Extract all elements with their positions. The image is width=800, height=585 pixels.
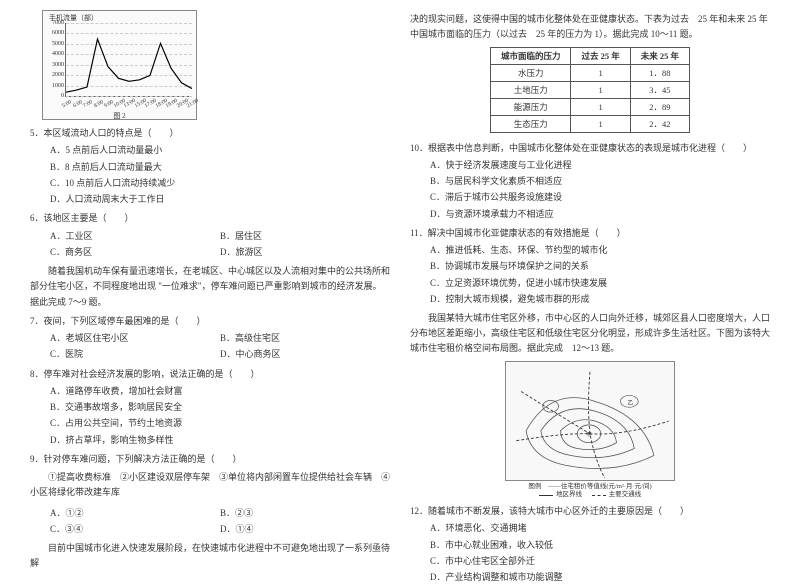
map-caption: 图例 ——住宅租价等值线(元/m²·月·元/间) 地区界线 主要交通线 — [410, 483, 770, 500]
q6-stem: 6．该地区主要是（ ） — [30, 211, 390, 225]
q12-stem: 12．随着城市不断发展，该特大城市中心区外迁的主要原因是（ ） — [410, 504, 770, 518]
rent-price-map: 甲 乙 — [505, 361, 675, 481]
q7-stem: 7．夜间，下列区域停车最困难的是（ ） — [30, 314, 390, 328]
q7-c: C．医院 — [50, 346, 220, 362]
q11-c: C．立足资源环境优势，促进小城市快速发展 — [430, 275, 770, 291]
svg-text:甲: 甲 — [586, 431, 592, 438]
q8-c: C．占用公共空间，节约土地资源 — [50, 415, 390, 431]
q12-c: C．市中心住宅区全部外迁 — [430, 553, 770, 569]
q11-opts: A．推进低耗、生态、环保、节约型的城市化 B．协调城市发展与环境保护之间的关系 … — [430, 242, 770, 307]
legend-solid: 地区界线 — [539, 491, 582, 499]
table-row: 生态压力12．42 — [490, 115, 689, 132]
th-1: 过去 25 年 — [571, 47, 630, 64]
q11-stem: 11．解决中国城市化亚健康状态的有效措施是（ ） — [410, 226, 770, 240]
table-row-head: 城市面临的压力 过去 25 年 未来 25 年 — [490, 47, 689, 64]
th-2: 未来 25 年 — [630, 47, 689, 64]
q5-a: A．5 点前后人口流动量最小 — [50, 142, 390, 158]
q12-a: A．环境恶化、交通拥堵 — [430, 520, 770, 536]
q9-d: D．①④ — [220, 521, 390, 537]
table-row: 能源压力12．89 — [490, 98, 689, 115]
q8-opts: A．道路停车收费，增加社会财富 B．交通事故增多，影响居民安全 C．占用公共空间… — [50, 383, 390, 448]
q7-a: A．老城区住宅小区 — [50, 330, 220, 346]
q8-d: D．挤占草坪，影响生物多样性 — [50, 432, 390, 448]
pressure-table: 城市面临的压力 过去 25 年 未来 25 年 水压力11．88 土地压力13．… — [490, 47, 690, 133]
q5-stem: 5．本区域流动人口的特点是（ ） — [30, 126, 390, 140]
q8-a: A．道路停车收费，增加社会财富 — [50, 383, 390, 399]
q9-c: C．③④ — [50, 521, 220, 537]
left-column: 手机流量（部） 700060005000400030002000100005:0… — [20, 8, 400, 558]
q7-opts: A．老城区住宅小区 B．高级住宅区 C．医院 D．中心商务区 — [50, 330, 390, 362]
q8-stem: 8．停车难对社会经济发展的影响，说法正确的是（ ） — [30, 367, 390, 381]
passage-1: 随着我国机动车保有量迅速增长，在老城区、中心城区以及人流相对集中的公共场所和部分… — [30, 264, 390, 310]
q12-d: D．产业结构调整和城市功能调整 — [430, 569, 770, 585]
q10-d: D．与资源环境承载力不相适应 — [430, 206, 770, 222]
q5-d: D．人口流动周末大于工作日 — [50, 191, 390, 207]
passage-2b: 决的现实问题，这使得中国的城市化整体处在亚健康状态。下表为过去 25 年和未来 … — [410, 12, 770, 43]
chart-plot-area: 700060005000400030002000100005:006:007:0… — [65, 23, 192, 97]
svg-text:乙: 乙 — [627, 399, 633, 406]
q5-b: B．8 点前后人口流动量最大 — [50, 159, 390, 175]
q9-opts: A．①② B．②③ C．③④ D．①④ — [50, 505, 390, 537]
q7-b: B．高级住宅区 — [220, 330, 390, 346]
q7-d: D．中心商务区 — [220, 346, 390, 362]
table-row: 水压力11．88 — [490, 64, 689, 81]
q6-b: B．居住区 — [220, 228, 390, 244]
legend-dash: 主要交通线 — [592, 491, 642, 499]
q10-a: A．快于经济发展速度与工业化进程 — [430, 157, 770, 173]
q5-c: C．10 点前后人口流动持续减少 — [50, 175, 390, 191]
q5-opts: A．5 点前后人口流动量最小 B．8 点前后人口流动量最大 C．10 点前后人口… — [50, 142, 390, 207]
q10-c: C．滞后于城市公共服务设施建设 — [430, 189, 770, 205]
q10-opts: A．快于经济发展速度与工业化进程 B．与居民科学文化素质不相适应 C．滞后于城市… — [430, 157, 770, 222]
passage-3: 我国某特大城市住宅区外移，市中心区的人口向外迁移，城郊区县人口密度增大，人口分布… — [410, 311, 770, 357]
phone-flow-chart: 手机流量（部） 700060005000400030002000100005:0… — [42, 10, 197, 120]
chart-caption: 图 2 — [43, 111, 196, 121]
q6-opts: A．工业区 B．居住区 C．商务区 D．旅游区 — [50, 228, 390, 260]
q9-b: B．②③ — [220, 505, 390, 521]
q8-b: B．交通事故增多，影响居民安全 — [50, 399, 390, 415]
q9-pre: ①提高收费标准 ②小区建设双层停车架 ③单位将内部闲置车位提供给社会车辆 ④小区… — [30, 470, 390, 501]
q10-b: B．与居民科学文化素质不相适应 — [430, 173, 770, 189]
q6-c: C．商务区 — [50, 244, 220, 260]
right-column: 决的现实问题，这使得中国的城市化整体处在亚健康状态。下表为过去 25 年和未来 … — [400, 8, 780, 558]
passage-2a: 目前中国城市化进入快速发展阶段，在快速城市化进程中不可避免地出现了一系列亟待解 — [30, 541, 390, 572]
q11-a: A．推进低耗、生态、环保、节约型的城市化 — [430, 242, 770, 258]
q12-opts: A．环境恶化、交通拥堵 B．市中心就业困难，收入较低 C．市中心住宅区全部外迁 … — [430, 520, 770, 585]
map-caption-main: 图例 ——住宅租价等值线(元/m²·月·元/间) — [528, 483, 651, 490]
q12-b: B．市中心就业困难，收入较低 — [430, 537, 770, 553]
table-row: 土地压力13．45 — [490, 81, 689, 98]
q10-stem: 10．根据表中信息判断，中国城市化整体处在亚健康状态的表现是城市化进程（ ） — [410, 141, 770, 155]
q9-stem: 9．针对停车难问题，下列解决方法正确的是（ ） — [30, 452, 390, 466]
q9-a: A．①② — [50, 505, 220, 521]
q11-d: D．控制大城市规模，避免城市群的形成 — [430, 291, 770, 307]
th-0: 城市面临的压力 — [490, 47, 571, 64]
q11-b: B．协调城市发展与环境保护之间的关系 — [430, 258, 770, 274]
q6-a: A．工业区 — [50, 228, 220, 244]
q6-d: D．旅游区 — [220, 244, 390, 260]
